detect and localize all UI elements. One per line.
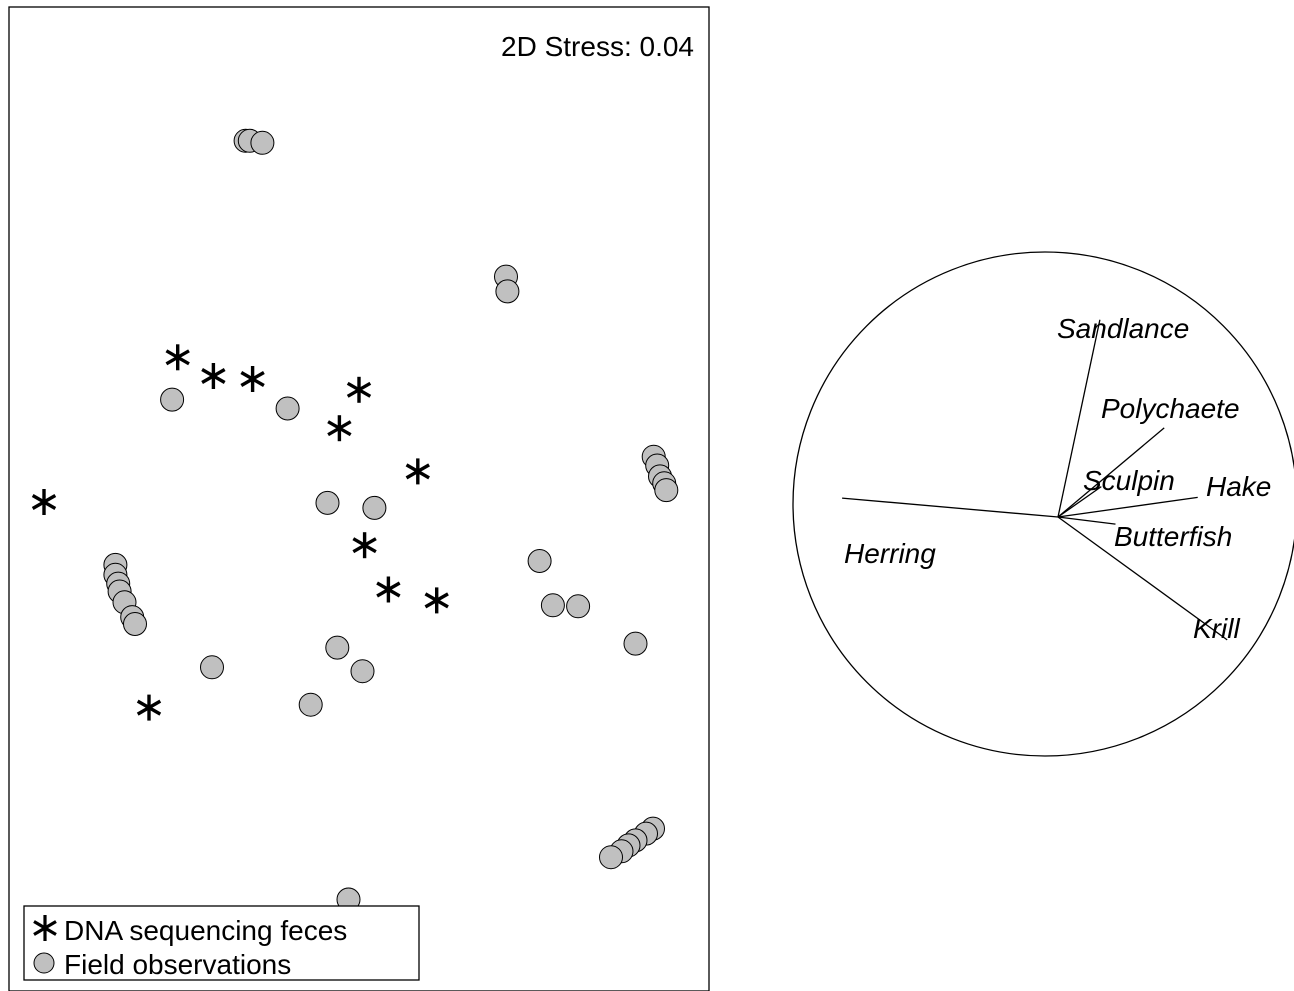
dna-sequencing-point [31, 489, 57, 515]
field-observation-point [495, 279, 520, 304]
field-observation-point [325, 635, 350, 660]
field-observation-point [540, 593, 565, 618]
legend-asterisk-icon [33, 915, 57, 941]
vector-hake [1057, 496, 1198, 518]
field-observation-point [654, 478, 679, 503]
plot-frame [8, 6, 710, 991]
dna-sequencing-point [327, 415, 352, 442]
field-observation-point [350, 659, 375, 684]
vector-polychaete [1057, 427, 1165, 518]
legend-field-label: Field observations [64, 949, 291, 980]
field-observation-points [103, 128, 679, 912]
field-observation-point [599, 845, 623, 870]
vector-sandlance [1057, 319, 1101, 518]
field-observation-point [123, 612, 147, 636]
field-observation-point [315, 490, 340, 515]
vector-circle-panel: Sandlance Polychaete Sculpin Hake Butter… [792, 251, 1294, 757]
field-observation-point [200, 655, 224, 680]
vector-label-herring: Herring [844, 538, 936, 569]
field-observation-point [527, 549, 552, 573]
field-observation-point [160, 387, 185, 412]
dna-sequencing-point [346, 376, 372, 403]
vector-butterfish [1057, 516, 1116, 525]
vector-label-sandlance: Sandlance [1057, 313, 1189, 344]
vector-label-sculpin: Sculpin [1083, 465, 1175, 496]
dna-sequencing-point [136, 694, 162, 721]
field-observation-point [362, 495, 387, 520]
vector-sculpin [1057, 486, 1102, 518]
dna-sequencing-point [352, 532, 377, 559]
species-vectors [842, 319, 1228, 641]
dna-sequencing-point [376, 576, 401, 603]
field-observation-point [566, 594, 591, 619]
vector-label-hake: Hake [1206, 471, 1271, 502]
legend-box [23, 905, 420, 981]
field-observation-point [298, 692, 323, 717]
field-observation-point [275, 396, 300, 421]
stress-label: 2D Stress: 0.04 [501, 31, 694, 62]
dna-sequencing-point [201, 363, 226, 389]
dna-sequencing-point [405, 458, 430, 485]
field-observation-point [623, 631, 648, 656]
dna-sequencing-points [31, 344, 449, 721]
legend-circle-icon [33, 952, 55, 974]
vector-label-polychaete: Polychaete [1101, 393, 1240, 424]
vector-label-butterfish: Butterfish [1114, 521, 1232, 552]
vector-herring [842, 497, 1059, 518]
vector-label-krill: Krill [1193, 613, 1240, 644]
dna-sequencing-point [424, 587, 449, 614]
dna-sequencing-point [240, 366, 265, 392]
mds-scatter-panel: 2D Stress: 0.04 DNA sequencing feces Fie… [8, 6, 710, 991]
legend: DNA sequencing feces Field observations [23, 905, 420, 981]
field-observation-point [250, 130, 275, 155]
dna-sequencing-point [165, 344, 190, 371]
vector-krill [1057, 516, 1228, 641]
correlation-circle [792, 251, 1294, 757]
legend-dna-label: DNA sequencing feces [64, 915, 347, 946]
